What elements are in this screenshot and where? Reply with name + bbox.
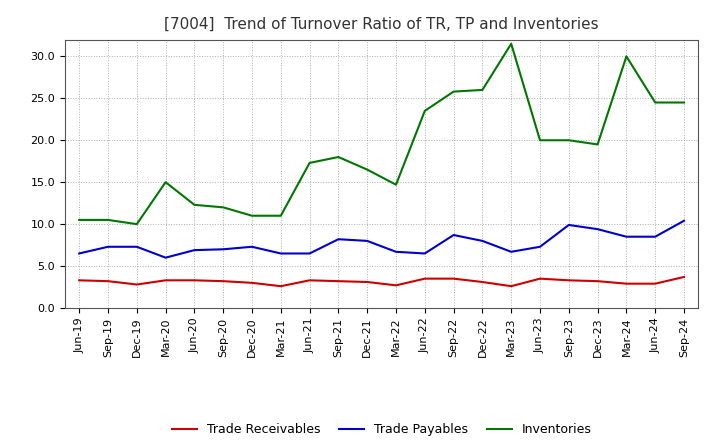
- Trade Payables: [305, 251, 314, 256]
- Trade Payables: [478, 238, 487, 244]
- Trade Payables: [449, 232, 458, 238]
- Inventories: [536, 138, 544, 143]
- Trade Receivables: [334, 279, 343, 284]
- Inventories: [132, 221, 141, 227]
- Trade Payables: [276, 251, 285, 256]
- Inventories: [190, 202, 199, 208]
- Inventories: [651, 100, 660, 105]
- Trade Receivables: [507, 283, 516, 289]
- Trade Payables: [680, 218, 688, 224]
- Trade Payables: [420, 251, 429, 256]
- Trade Payables: [507, 249, 516, 254]
- Line: Inventories: Inventories: [79, 44, 684, 224]
- Trade Receivables: [190, 278, 199, 283]
- Trade Receivables: [305, 278, 314, 283]
- Trade Receivables: [622, 281, 631, 286]
- Inventories: [248, 213, 256, 218]
- Trade Payables: [392, 249, 400, 254]
- Inventories: [478, 87, 487, 92]
- Trade Receivables: [392, 283, 400, 288]
- Trade Receivables: [75, 278, 84, 283]
- Trade Receivables: [651, 281, 660, 286]
- Inventories: [449, 89, 458, 94]
- Trade Receivables: [536, 276, 544, 281]
- Inventories: [392, 182, 400, 187]
- Trade Payables: [132, 244, 141, 249]
- Title: [7004]  Trend of Turnover Ratio of TR, TP and Inventories: [7004] Trend of Turnover Ratio of TR, TP…: [164, 16, 599, 32]
- Trade Receivables: [478, 279, 487, 285]
- Trade Payables: [104, 244, 112, 249]
- Inventories: [305, 160, 314, 165]
- Trade Receivables: [564, 278, 573, 283]
- Trade Receivables: [449, 276, 458, 281]
- Trade Receivables: [104, 279, 112, 284]
- Trade Payables: [363, 238, 372, 244]
- Inventories: [276, 213, 285, 218]
- Trade Receivables: [132, 282, 141, 287]
- Inventories: [75, 217, 84, 223]
- Trade Payables: [622, 234, 631, 239]
- Inventories: [680, 100, 688, 105]
- Inventories: [161, 180, 170, 185]
- Inventories: [593, 142, 602, 147]
- Trade Payables: [334, 237, 343, 242]
- Trade Payables: [536, 244, 544, 249]
- Trade Payables: [75, 251, 84, 256]
- Inventories: [420, 108, 429, 114]
- Trade Receivables: [219, 279, 228, 284]
- Trade Payables: [161, 255, 170, 260]
- Inventories: [363, 167, 372, 172]
- Trade Receivables: [680, 274, 688, 279]
- Line: Trade Receivables: Trade Receivables: [79, 277, 684, 286]
- Trade Payables: [190, 247, 199, 253]
- Trade Payables: [564, 222, 573, 227]
- Trade Payables: [651, 234, 660, 239]
- Trade Receivables: [363, 279, 372, 285]
- Trade Payables: [248, 244, 256, 249]
- Legend: Trade Receivables, Trade Payables, Inventories: Trade Receivables, Trade Payables, Inven…: [166, 418, 597, 440]
- Inventories: [104, 217, 112, 223]
- Trade Receivables: [276, 283, 285, 289]
- Inventories: [219, 205, 228, 210]
- Trade Payables: [593, 227, 602, 232]
- Inventories: [622, 54, 631, 59]
- Trade Receivables: [161, 278, 170, 283]
- Inventories: [564, 138, 573, 143]
- Trade Receivables: [593, 279, 602, 284]
- Trade Receivables: [248, 280, 256, 286]
- Inventories: [507, 41, 516, 47]
- Inventories: [334, 154, 343, 160]
- Trade Payables: [219, 247, 228, 252]
- Line: Trade Payables: Trade Payables: [79, 221, 684, 258]
- Trade Receivables: [420, 276, 429, 281]
